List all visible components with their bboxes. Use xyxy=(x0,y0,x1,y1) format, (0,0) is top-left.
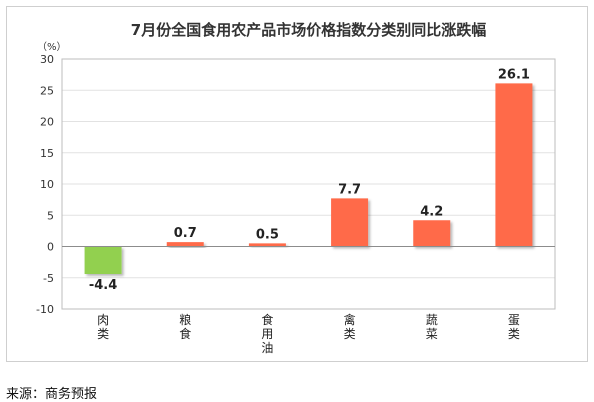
bar xyxy=(248,243,286,247)
y-tick-label: 5 xyxy=(47,209,54,222)
data-label: 4.2 xyxy=(420,204,443,219)
y-tick-label: 20 xyxy=(40,116,54,129)
bar-chart: 7月份全国食用农产品市场价格指数分类别同比涨跌幅 （%） -10 -5 0 5 10 15 20… xyxy=(36,21,556,355)
x-tick-label: 禽类 xyxy=(344,312,356,341)
data-label: 0.5 xyxy=(256,227,279,242)
y-tick-label: 30 xyxy=(40,53,54,66)
y-tick-label: -10 xyxy=(36,303,54,316)
x-tick-label: 粮食 xyxy=(179,312,191,341)
y-tick-label: 25 xyxy=(40,84,54,97)
source-note: 来源：商务预报 xyxy=(6,387,98,402)
y-tick-label: 0 xyxy=(47,241,54,254)
chart-title: 7月份全国食用农产品市场价格指数分类别同比涨跌幅 xyxy=(131,21,486,39)
bar xyxy=(84,246,122,274)
y-tick-label: 15 xyxy=(40,147,54,160)
y-tick-label: -5 xyxy=(43,272,54,285)
x-tick-label: 蔬菜 xyxy=(426,313,438,341)
x-tick-label: 蛋类 xyxy=(508,313,520,341)
bar xyxy=(331,198,369,247)
data-label: -4.4 xyxy=(89,278,117,293)
plot-area xyxy=(61,58,556,310)
y-tick-label: 10 xyxy=(40,178,54,191)
chart-panel: 7月份全国食用农产品市场价格指数分类别同比涨跌幅 （%） -10 -5 0 5 10 15 20… xyxy=(6,6,588,362)
bar xyxy=(166,242,204,247)
data-label: 7.7 xyxy=(338,182,361,197)
unit-label: （%） xyxy=(37,41,67,53)
x-tick-label: 肉类 xyxy=(97,313,109,341)
x-tick-label: 食用油 xyxy=(261,312,273,355)
data-label: 0.7 xyxy=(174,226,197,241)
bar xyxy=(413,220,451,247)
data-label: 26.1 xyxy=(498,67,530,82)
bar xyxy=(495,83,533,247)
